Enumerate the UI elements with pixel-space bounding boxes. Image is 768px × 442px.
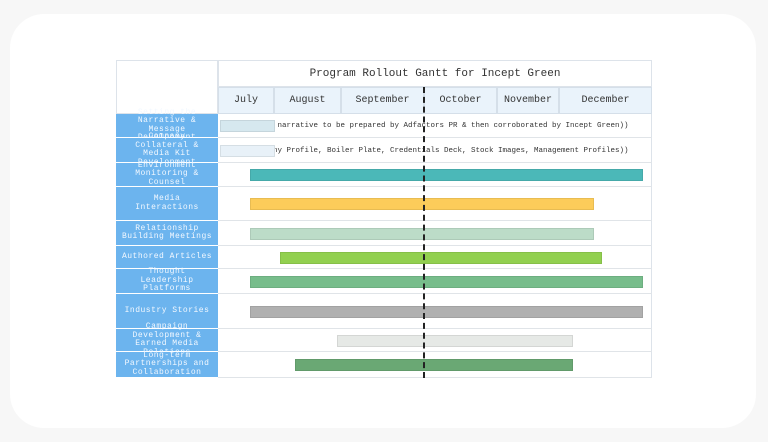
month: September (341, 87, 424, 114)
row-line (218, 114, 652, 138)
task-note: (Company Profile, Boiler Plate, Credenti… (246, 146, 629, 155)
task-label: Media Interactions (116, 187, 218, 221)
task-note: (Draft narrative to be prepared by Adfac… (246, 122, 629, 130)
task-bar (295, 359, 573, 371)
task-label: Campaign Development & Earned Media Rela… (116, 322, 218, 356)
task-label: Setting the Narrative & Message Developm… (116, 108, 218, 142)
task-bar (280, 251, 602, 264)
month: July (218, 87, 274, 114)
row-line (218, 187, 652, 221)
task-bar (250, 275, 643, 288)
row-line (218, 352, 652, 378)
gantt-title: Program Rollout Gantt for Incept Green (218, 60, 652, 87)
task-label: Industry Stories (116, 294, 218, 329)
task-bar (337, 334, 573, 347)
month: August (274, 87, 341, 114)
row-line (218, 163, 652, 187)
row-line (218, 294, 652, 329)
task-bar (220, 144, 275, 157)
task-label: Relationship Building Meetings (116, 221, 218, 246)
row-line (218, 246, 652, 269)
row-line (218, 329, 652, 352)
row-line (218, 221, 652, 246)
today-line (423, 87, 425, 378)
task-label: Authored Articles (116, 246, 218, 269)
task-bar (220, 120, 275, 132)
row-line (218, 269, 652, 294)
task-label: Environment Monitoring & Counsel (116, 161, 218, 187)
task-label: Thought Leadership Platforms (116, 268, 218, 294)
month: November (497, 87, 559, 114)
task-label: Long-term Partnerships and Collaboration (116, 351, 218, 378)
task-label: Company Collateral & Media Kit Developme… (116, 132, 218, 166)
month: October (424, 87, 497, 114)
task-bar (250, 198, 594, 210)
task-bar (250, 227, 594, 240)
corner-cell (116, 60, 218, 114)
row-line (218, 138, 652, 163)
task-bar (250, 169, 643, 181)
task-bar (250, 305, 643, 318)
month: December (559, 87, 652, 114)
